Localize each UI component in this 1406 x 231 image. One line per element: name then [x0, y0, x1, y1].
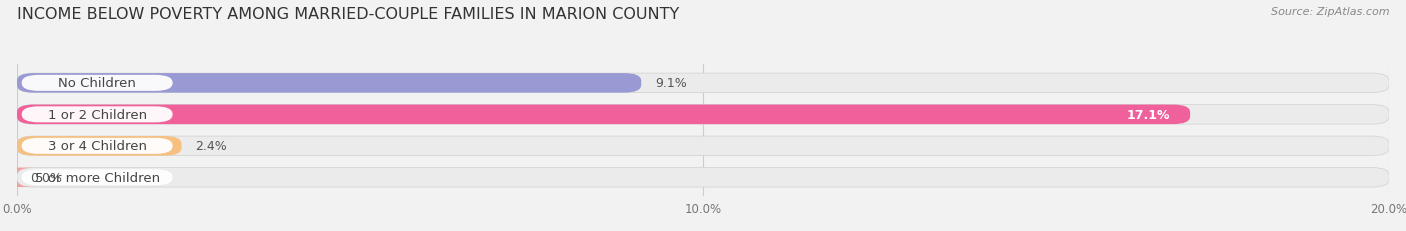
- FancyBboxPatch shape: [17, 137, 1389, 156]
- FancyBboxPatch shape: [17, 105, 1389, 125]
- Text: 17.1%: 17.1%: [1126, 108, 1170, 121]
- FancyBboxPatch shape: [17, 74, 641, 93]
- Text: Source: ZipAtlas.com: Source: ZipAtlas.com: [1271, 7, 1389, 17]
- Text: INCOME BELOW POVERTY AMONG MARRIED-COUPLE FAMILIES IN MARION COUNTY: INCOME BELOW POVERTY AMONG MARRIED-COUPL…: [17, 7, 679, 22]
- Text: 1 or 2 Children: 1 or 2 Children: [48, 108, 146, 121]
- Text: 0.0%: 0.0%: [31, 171, 63, 184]
- FancyBboxPatch shape: [17, 74, 1389, 93]
- FancyBboxPatch shape: [21, 76, 173, 91]
- FancyBboxPatch shape: [17, 137, 181, 156]
- FancyBboxPatch shape: [17, 105, 1189, 125]
- Text: 9.1%: 9.1%: [655, 77, 686, 90]
- Text: 3 or 4 Children: 3 or 4 Children: [48, 140, 146, 153]
- Text: No Children: No Children: [58, 77, 136, 90]
- Text: 2.4%: 2.4%: [195, 140, 226, 153]
- FancyBboxPatch shape: [21, 107, 173, 123]
- FancyBboxPatch shape: [21, 170, 173, 185]
- Text: 5 or more Children: 5 or more Children: [35, 171, 160, 184]
- FancyBboxPatch shape: [21, 138, 173, 154]
- FancyBboxPatch shape: [17, 168, 1389, 187]
- FancyBboxPatch shape: [0, 168, 34, 187]
